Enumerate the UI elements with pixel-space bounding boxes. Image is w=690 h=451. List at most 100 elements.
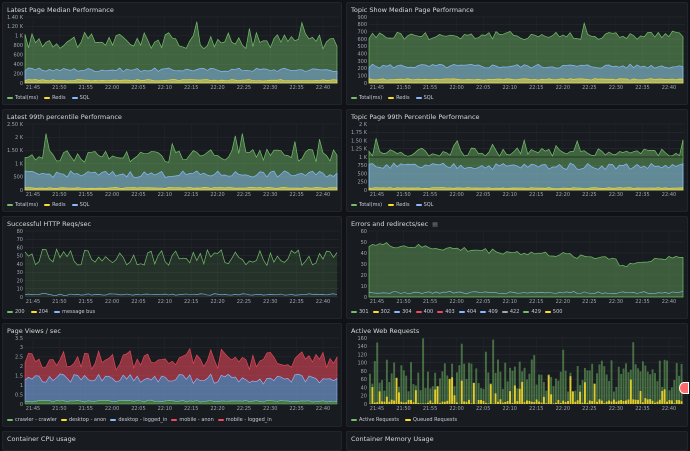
x-tick-label: 22:35 [289,192,303,198]
legend-item[interactable]: Total(ms) [7,95,38,101]
legend-item[interactable]: mobile - logged_in [218,417,272,423]
legend-item[interactable]: 302 [373,309,391,315]
panel-container-memory[interactable]: Container Memory Usage [346,431,688,451]
bar-active [412,384,414,404]
bar-active [635,364,637,404]
legend-swatch [44,204,50,206]
bar-queued [627,400,629,404]
legend-swatch [502,311,508,313]
bar-queued [425,403,427,404]
legend-swatch [218,419,224,421]
legend-item[interactable]: 200 [7,309,25,315]
legend: Active Requests Queued Requests [351,417,457,423]
legend-label: Total(ms) [15,202,38,208]
legend-item[interactable]: 500 [545,309,563,315]
legend-item[interactable]: 422 [502,309,520,315]
legend-item[interactable]: Redis [44,95,66,101]
legend-label: SQL [80,95,90,101]
legend-item[interactable]: mobile - anon [171,417,213,423]
bar-queued [381,401,383,404]
bar-queued [642,402,644,404]
legend-item[interactable]: SQL [416,202,434,208]
legend-item[interactable]: message bus [54,309,95,315]
legend-item[interactable]: Total(ms) [351,95,382,101]
x-tick-label: 22:05 [476,299,490,305]
bar-active [381,380,383,404]
bar-queued [569,376,571,404]
legend-item[interactable]: 304 [394,309,412,315]
bar-active [403,370,405,404]
legend-item[interactable]: Redis [44,202,66,208]
legend-item[interactable]: Redis [388,202,410,208]
y-tick-label: 50 [361,240,367,246]
legend-item[interactable]: SQL [416,95,434,101]
bar-queued [398,392,400,404]
y-tick-label: 0 [20,81,23,87]
legend-item[interactable]: Total(ms) [7,202,38,208]
legend-item[interactable]: SQL [72,202,90,208]
bar-active [391,373,393,404]
panel-container-cpu[interactable]: Container CPU usage [2,431,342,451]
x-tick-label: 22:05 [476,85,490,91]
legend-item[interactable]: 204 [31,309,49,315]
bar-active [526,379,528,404]
bar-queued [543,397,545,404]
bar-queued [379,391,381,404]
x-tick-label: 22:30 [609,85,623,91]
legend-item[interactable]: Queued Requests [405,417,457,423]
legend-item[interactable]: 409 [480,309,498,315]
feedback-button[interactable] [679,382,689,394]
bar-queued [654,403,656,404]
legend-label: 429 [531,309,541,315]
y-tick-label: 0 [20,402,23,408]
x-tick-label: 22:20 [556,85,570,91]
y-tick-label: 2.50 K [7,122,24,128]
bar-queued [603,403,605,404]
y-tick-label: 20 [17,278,23,284]
bar-queued [531,402,533,404]
bar-queued [567,401,569,404]
legend-swatch [405,419,411,421]
x-tick-label: 21:45 [26,299,40,305]
legend-item[interactable]: Active Requests [351,417,399,423]
legend-label: Redis [52,202,66,208]
legend-item[interactable]: desktop - anon [61,417,106,423]
legend-swatch [351,419,357,421]
y-tick-label: 60 [17,245,23,251]
y-tick-label: 600 [357,37,367,43]
legend-item[interactable]: 400 [416,309,434,315]
legend-item[interactable]: SQL [72,95,90,101]
bar-queued [408,400,410,404]
bar-active [540,375,542,404]
bar-queued [446,401,448,404]
bar-active [422,338,424,404]
legend-item[interactable]: desktop - logged_in [110,417,167,423]
bar-queued [601,401,603,404]
legend: Total(ms) Redis SQL [7,95,89,101]
x-tick-label: 21:55 [423,85,437,91]
legend-item[interactable]: crawler - crawler [7,417,57,423]
bar-queued [528,401,530,404]
bar-active [538,375,540,404]
bar-queued [644,398,646,404]
legend-item[interactable]: Total(ms) [351,202,382,208]
legend-item[interactable]: 404 [459,309,477,315]
legend-item[interactable]: 403 [437,309,455,315]
legend-item[interactable]: 301 [351,309,369,315]
panel-topic-99th[interactable]: Topic Page 99th Percentile Performance 0… [346,109,688,212]
legend-item[interactable]: 429 [523,309,541,315]
legend-item[interactable]: Redis [388,95,410,101]
x-tick-label: 22:25 [582,85,596,91]
y-tick-label: 800 [13,43,23,49]
bar-active [458,365,460,404]
x-tick-label: 21:50 [396,299,410,305]
bar-queued [669,400,671,404]
